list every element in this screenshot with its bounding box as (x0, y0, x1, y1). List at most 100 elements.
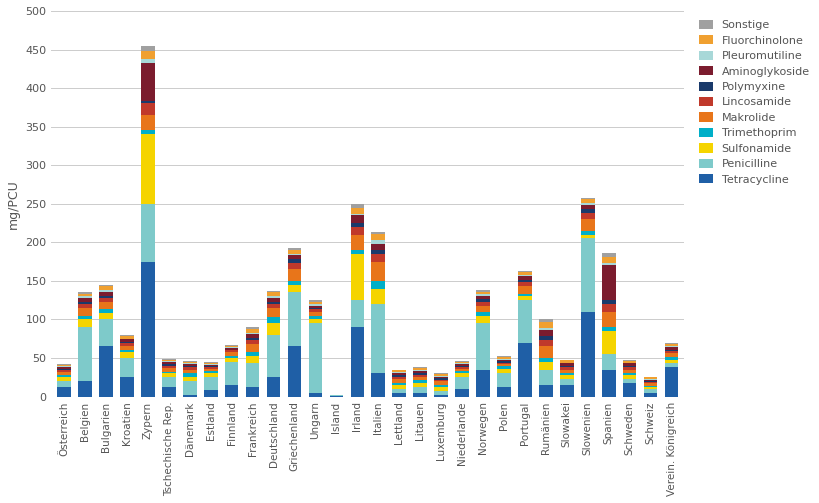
Bar (518, 276, 531, 280)
Bar (204, 363, 217, 364)
Bar (518, 300, 531, 343)
Bar (455, 367, 468, 369)
Bar (78, 302, 92, 304)
Bar (183, 377, 197, 381)
Bar (99, 309, 113, 313)
Bar (57, 364, 70, 365)
Bar (287, 259, 301, 263)
Bar (664, 347, 677, 350)
Bar (496, 386, 510, 396)
Bar (434, 376, 447, 377)
Bar (141, 46, 155, 51)
Bar (538, 347, 552, 358)
Bar (476, 315, 489, 323)
Bar (287, 269, 301, 281)
Bar (518, 294, 531, 296)
Bar (224, 362, 238, 385)
Bar (413, 383, 427, 386)
Bar (538, 385, 552, 396)
Bar (57, 372, 70, 375)
Bar (141, 59, 155, 62)
Bar (266, 291, 280, 292)
Bar (559, 373, 573, 375)
Bar (308, 323, 322, 393)
Bar (455, 363, 468, 364)
Bar (455, 389, 468, 396)
Bar (622, 367, 636, 370)
Bar (476, 292, 489, 294)
Bar (643, 381, 657, 382)
Bar (434, 378, 447, 380)
Bar (601, 257, 615, 263)
Bar (246, 352, 259, 356)
Bar (538, 358, 552, 362)
Bar (57, 377, 70, 381)
Bar (224, 350, 238, 352)
Bar (350, 250, 364, 254)
Bar (246, 356, 259, 363)
Bar (224, 346, 238, 347)
Bar (518, 280, 531, 282)
Bar (141, 115, 155, 130)
Bar (350, 327, 364, 396)
Bar (643, 382, 657, 383)
Bar (99, 285, 113, 286)
Bar (455, 366, 468, 367)
Bar (580, 213, 594, 219)
Bar (434, 381, 447, 385)
Bar (120, 352, 133, 358)
Bar (78, 308, 92, 315)
Bar (78, 294, 92, 296)
Bar (559, 367, 573, 370)
Bar (120, 346, 133, 350)
Bar (350, 214, 364, 215)
Bar (78, 327, 92, 381)
Bar (183, 381, 197, 395)
Bar (266, 304, 280, 308)
Bar (413, 368, 427, 370)
Bar (99, 296, 113, 298)
Bar (78, 315, 92, 319)
Bar (518, 296, 531, 300)
Bar (622, 360, 636, 361)
Bar (664, 357, 677, 360)
Bar (141, 134, 155, 204)
Bar (664, 363, 677, 367)
Bar (434, 374, 447, 376)
Bar (162, 366, 175, 368)
Bar (246, 332, 259, 334)
Bar (78, 381, 92, 396)
Bar (162, 360, 175, 361)
Bar (455, 362, 468, 363)
Bar (266, 296, 280, 298)
Bar (496, 367, 510, 369)
Bar (224, 345, 238, 346)
Bar (601, 312, 615, 327)
Bar (664, 367, 677, 396)
Bar (496, 364, 510, 367)
Bar (413, 373, 427, 375)
Bar (183, 366, 197, 367)
Bar (622, 370, 636, 373)
Bar (476, 294, 489, 296)
Bar (204, 369, 217, 371)
Bar (601, 253, 615, 257)
Bar (371, 281, 385, 289)
Bar (371, 250, 385, 254)
Bar (99, 319, 113, 347)
Bar (287, 263, 301, 269)
Bar (496, 363, 510, 364)
Bar (224, 385, 238, 396)
Bar (78, 298, 92, 302)
Bar (371, 289, 385, 304)
Bar (350, 234, 364, 250)
Bar (57, 387, 70, 396)
Bar (246, 340, 259, 344)
Bar (643, 383, 657, 386)
Bar (99, 302, 113, 309)
Bar (643, 380, 657, 381)
Bar (308, 393, 322, 396)
Bar (183, 373, 197, 377)
Bar (371, 240, 385, 244)
Bar (455, 369, 468, 371)
